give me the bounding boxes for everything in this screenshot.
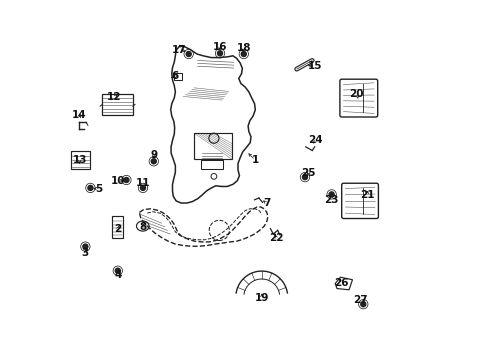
Text: 1: 1 <box>251 155 258 165</box>
Circle shape <box>302 175 307 180</box>
Text: 10: 10 <box>110 176 125 186</box>
Text: 16: 16 <box>212 42 227 52</box>
Text: 17: 17 <box>171 45 186 55</box>
Text: 12: 12 <box>107 92 121 102</box>
Text: 19: 19 <box>254 293 268 303</box>
Circle shape <box>151 159 156 164</box>
Circle shape <box>123 177 129 183</box>
Text: 26: 26 <box>333 278 347 288</box>
Circle shape <box>217 51 222 56</box>
Circle shape <box>140 185 145 190</box>
Text: 24: 24 <box>308 135 323 145</box>
Text: 21: 21 <box>360 190 374 200</box>
Circle shape <box>82 244 88 249</box>
Text: 27: 27 <box>352 294 367 305</box>
Circle shape <box>115 268 120 273</box>
Circle shape <box>186 51 191 57</box>
Text: 18: 18 <box>236 42 250 53</box>
Text: 7: 7 <box>263 198 270 208</box>
Circle shape <box>241 51 246 57</box>
Text: 20: 20 <box>349 89 364 99</box>
Text: 25: 25 <box>301 168 315 178</box>
Text: 2: 2 <box>114 224 121 234</box>
Text: 23: 23 <box>324 195 338 205</box>
Circle shape <box>88 185 93 190</box>
Text: 15: 15 <box>307 60 321 71</box>
Text: 8: 8 <box>139 222 146 232</box>
Text: 4: 4 <box>114 270 121 280</box>
Text: 11: 11 <box>136 177 150 188</box>
Circle shape <box>328 192 333 197</box>
Text: 9: 9 <box>150 150 157 160</box>
Text: 22: 22 <box>268 233 283 243</box>
Circle shape <box>360 302 365 307</box>
Text: 3: 3 <box>81 248 89 258</box>
Text: 14: 14 <box>72 110 87 120</box>
Text: 5: 5 <box>95 184 102 194</box>
Text: 13: 13 <box>72 155 87 165</box>
Text: 6: 6 <box>171 71 179 81</box>
